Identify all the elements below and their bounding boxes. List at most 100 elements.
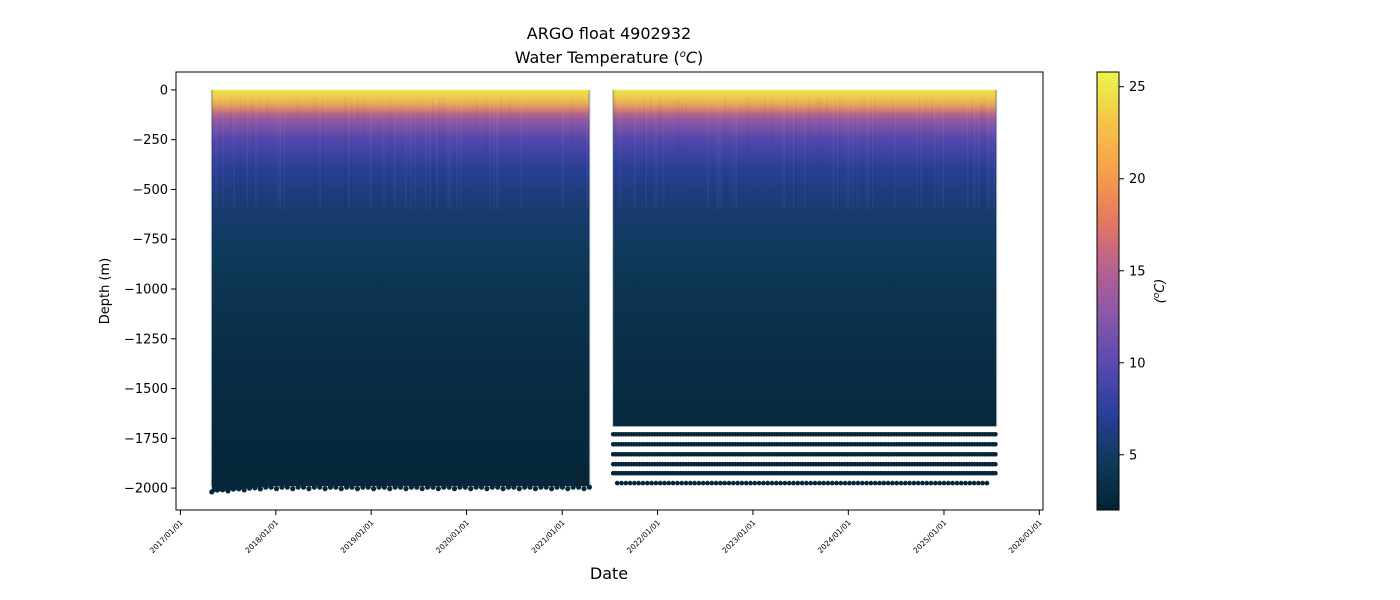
deep-sample-dot: [993, 432, 998, 437]
deep-sample-dot: [907, 480, 912, 486]
x-tick-label: 2020/01/01: [434, 518, 471, 555]
deep-sample-dot: [885, 480, 891, 486]
deep-sample-dot: [614, 480, 620, 486]
y-tick-label: −1000: [124, 283, 168, 298]
colorbar-axis: 5 10 15 20 25: [1119, 80, 1146, 463]
deep-sample-dot: [586, 484, 592, 490]
colorbar-label-sup: o: [1152, 292, 1162, 298]
deep-sample-dot: [441, 484, 447, 490]
deep-sample-dot: [993, 452, 998, 457]
deep-sample-dot: [371, 486, 377, 492]
x-tick-label: 2023/01/01: [720, 518, 757, 555]
deep-sample-dot: [645, 480, 650, 486]
deep-sample-dot: [532, 486, 539, 492]
deep-sample-dot: [511, 484, 517, 490]
deep-sample-dot: [877, 480, 882, 486]
deep-sample-dot: [739, 480, 745, 486]
deep-sample-dot: [851, 480, 856, 486]
subtitle-unit: C: [686, 48, 698, 67]
deep-sample-dot: [864, 480, 869, 486]
deep-sample-dot: [300, 484, 307, 490]
deep-sample-dot: [581, 486, 587, 492]
deep-sample-dot: [881, 480, 887, 486]
deep-sample-dot: [890, 480, 895, 486]
deep-sample-dot: [933, 480, 938, 486]
subtitle-text: Water Temperature (: [515, 48, 680, 67]
deep-sample-dot: [295, 484, 301, 490]
segment-surface: [211, 89, 590, 114]
x-tick-label: 2019/01/01: [339, 518, 376, 555]
deep-sample-dot: [549, 486, 555, 492]
deep-sample-dot: [872, 480, 878, 486]
deep-sample-dot: [950, 480, 955, 486]
deep-sample-dot: [575, 484, 582, 490]
deep-sample-dot: [761, 480, 766, 486]
deep-sample-dot: [666, 480, 672, 486]
deep-sample-dot: [657, 480, 663, 486]
deep-sample-dot: [273, 486, 280, 492]
deep-sample-dot: [397, 484, 404, 490]
deep-sample-dot: [911, 480, 917, 486]
deep-sample-dot: [928, 480, 934, 486]
deep-sample-dot: [649, 480, 654, 486]
deep-sample-dot: [627, 480, 633, 486]
colorbar-tick-label: 5: [1129, 448, 1137, 463]
y-tick-label: 0: [160, 83, 168, 98]
deep-sample-dot: [860, 480, 865, 486]
deep-sample-dot: [743, 480, 749, 486]
deep-sample-dot: [709, 480, 715, 486]
deep-sample-dot: [976, 480, 981, 486]
x-tick-label: 2018/01/01: [243, 518, 280, 555]
deep-sample-dot: [670, 480, 676, 486]
deep-sample-dot: [414, 484, 420, 490]
y-tick-label: −750: [132, 233, 168, 248]
deep-sample-dot: [954, 480, 960, 486]
colorbar-label-open: (: [1153, 297, 1168, 303]
segment-body: [211, 89, 590, 487]
deep-sample-dot: [748, 480, 753, 486]
deep-sample-dot: [855, 480, 861, 486]
chart-subtitle: Water Temperature (oC): [515, 48, 704, 67]
deep-sample-dot: [419, 486, 425, 492]
deep-sample-dot: [495, 484, 501, 490]
deep-sample-dot: [290, 486, 296, 492]
colorbar-label-unit: C: [1153, 283, 1168, 293]
deep-sample-dot: [700, 480, 706, 486]
deep-sample-dot: [565, 486, 571, 492]
deep-sample-dot: [722, 480, 727, 486]
deep-sample-dot: [726, 480, 732, 486]
deep-sample-dot: [812, 480, 818, 486]
deep-sample-dot: [984, 480, 990, 486]
deep-sample-dot: [808, 480, 813, 486]
deep-sample-dot: [473, 484, 479, 490]
deep-sample-dot: [489, 484, 495, 490]
deep-sample-dot: [468, 486, 474, 492]
deep-sample-dot: [705, 480, 710, 486]
deep-sample-dot: [937, 480, 942, 486]
deep-sample-dot: [688, 480, 693, 486]
deep-sample-dot: [765, 480, 770, 486]
colorbar-tick-label: 20: [1129, 172, 1146, 187]
deep-sample-dot: [713, 480, 719, 486]
segment-body: [613, 89, 997, 427]
subtitle-close: ): [697, 48, 703, 67]
y-axis: 0 −250 −500 −750 −1000 −1250 −1500 −1750 −2000: [124, 83, 176, 497]
deep-sample-dot: [392, 484, 398, 490]
x-axis: 2017/01/01 2018/01/01 2019/01/01 2020/01/01…: [148, 510, 1044, 555]
deep-sample-dot: [284, 484, 290, 490]
deep-sample-dot: [516, 486, 522, 492]
deep-sample-dot: [847, 480, 852, 486]
colorbar-tick-label: 15: [1129, 264, 1146, 279]
y-tick-label: −1500: [124, 382, 168, 397]
deep-sample-dot: [311, 484, 317, 490]
deep-sample-dot: [662, 480, 667, 486]
deep-sample-dot: [683, 480, 689, 486]
deep-sample-dot: [915, 480, 921, 486]
deep-sample-dot: [619, 480, 624, 486]
deep-sample-dot: [317, 484, 323, 490]
deep-sample-dot: [993, 461, 998, 467]
deep-sample-dot: [640, 480, 646, 486]
deep-sample-dot: [538, 484, 544, 490]
deep-sample-dot: [554, 484, 560, 490]
deep-sample-dot: [958, 480, 964, 486]
